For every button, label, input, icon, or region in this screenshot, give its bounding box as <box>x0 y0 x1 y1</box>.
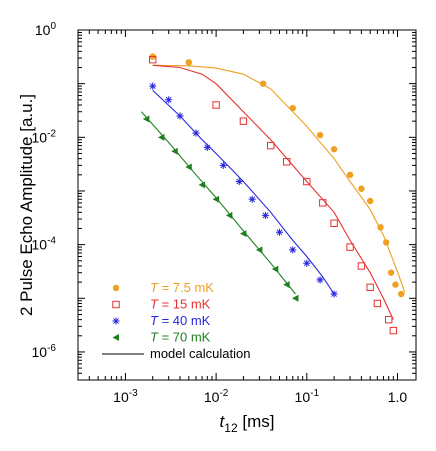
data-point-series-2 <box>357 262 366 270</box>
data-point-series-1 <box>387 269 395 276</box>
data-point-series-2 <box>366 283 374 292</box>
x-tick-label: 1.0 <box>388 389 408 405</box>
data-point-series-1 <box>259 80 267 87</box>
model-curve-1 <box>152 64 406 293</box>
data-point-series-3 <box>176 112 184 120</box>
data-point-series-1 <box>289 104 296 112</box>
data-point-series-3 <box>289 246 297 254</box>
data-point-series-3 <box>165 96 173 104</box>
data-point-series-3 <box>248 195 256 203</box>
data-point-series-2 <box>239 117 248 125</box>
data-point-series-1 <box>358 185 365 192</box>
data-point-series-1 <box>330 146 338 153</box>
data-point-series-3 <box>203 143 211 151</box>
model-curve-3 <box>152 89 335 295</box>
data-point-series-2 <box>212 101 220 109</box>
legend-marker-4 <box>112 334 119 341</box>
axis-ticks: 10-3 10-2 10-1 1.0 100 10-2 10-4 10-6 <box>32 21 416 405</box>
y-tick-label: 10-6 <box>32 343 57 360</box>
legend-marker-3 <box>112 317 120 325</box>
legend-marker-1 <box>112 284 120 292</box>
legend-model-label: model calculation <box>150 346 250 361</box>
data-point-series-4 <box>198 181 206 189</box>
x-tick-label: 10-3 <box>113 388 138 405</box>
data-point-series-4 <box>239 230 247 238</box>
data-points <box>142 53 405 335</box>
y-axis-label: 2 Pulse Echo Amplitude [a.u.] <box>17 94 36 316</box>
data-point-series-4 <box>255 246 263 254</box>
data-point-series-1 <box>185 59 193 66</box>
data-point-series-4 <box>171 147 178 155</box>
model-curve-2 <box>152 64 394 320</box>
data-point-series-4 <box>185 163 192 171</box>
data-point-series-3 <box>303 259 311 267</box>
data-point-series-2 <box>330 219 338 227</box>
data-point-series-3 <box>235 177 243 186</box>
data-point-series-2 <box>384 315 393 324</box>
x-tick-label: 10-1 <box>295 388 320 405</box>
legend-label-2: T = 15 mK <box>150 297 211 312</box>
data-point-series-4 <box>142 115 150 123</box>
legend-label-4: T = 70 mK <box>150 330 211 345</box>
data-point-series-1 <box>316 131 324 139</box>
data-point-series-1 <box>382 239 390 246</box>
data-point-series-2 <box>373 299 382 308</box>
data-point-series-4 <box>158 133 165 141</box>
data-point-series-3 <box>275 228 284 236</box>
data-point-series-4 <box>291 294 299 302</box>
data-point-series-3 <box>219 161 227 169</box>
data-point-series-3 <box>149 82 157 90</box>
data-point-series-2 <box>303 177 311 186</box>
data-point-series-3 <box>330 290 338 298</box>
data-point-series-2 <box>149 55 157 64</box>
data-point-series-2 <box>267 141 275 150</box>
y-tick-label: 10-2 <box>32 128 57 145</box>
data-point-series-1 <box>346 171 354 179</box>
legend-label-3: T = 40 mK <box>150 313 211 328</box>
data-point-series-2 <box>389 326 398 335</box>
data-point-series-2 <box>282 158 291 166</box>
x-tick-label: 10-2 <box>204 388 229 405</box>
data-point-series-3 <box>192 129 200 137</box>
data-point-series-4 <box>212 195 220 203</box>
data-point-series-3 <box>261 211 270 220</box>
data-point-series-2 <box>346 243 354 251</box>
data-point-series-4 <box>283 281 290 289</box>
data-point-series-3 <box>316 276 324 284</box>
legend-marker-2 <box>112 300 120 309</box>
legend-label-1: T = 7.5 mK <box>150 280 214 295</box>
data-point-series-1 <box>366 197 374 205</box>
y-tick-label: 10-4 <box>32 236 57 253</box>
legend: T = 7.5 mK T = 15 mKT = 40 mK T = 70 mKmod… <box>102 280 250 361</box>
data-point-series-1 <box>398 290 405 298</box>
data-point-series-2 <box>319 199 327 207</box>
data-point-series-4 <box>271 265 279 273</box>
model-curve-4 <box>140 111 296 295</box>
plot-frame <box>77 29 417 381</box>
data-point-series-4 <box>225 211 233 219</box>
data-point-series-1 <box>377 224 384 231</box>
data-point-series-1 <box>392 281 399 288</box>
x-axis-label: t12 [ms] <box>220 412 275 435</box>
y-tick-label: 100 <box>35 21 57 38</box>
